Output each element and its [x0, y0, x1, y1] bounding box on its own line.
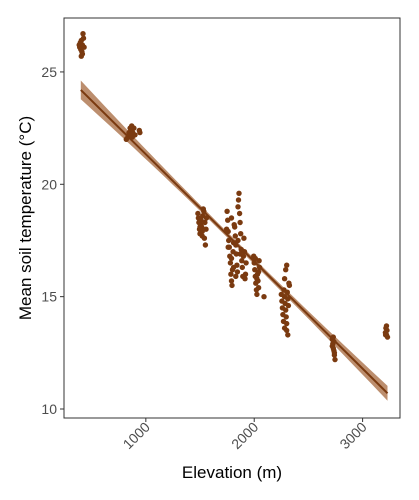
data-point: [241, 249, 248, 255]
data-point: [241, 235, 247, 241]
data-point: [331, 338, 337, 345]
data-point: [285, 302, 292, 309]
data-point: [242, 271, 249, 277]
data-point: [242, 276, 248, 282]
data-point: [233, 251, 239, 257]
data-point: [237, 219, 243, 226]
data-point: [251, 260, 257, 266]
data-point: [283, 307, 289, 313]
x-tick-label: 3000: [336, 419, 369, 452]
data-point: [235, 197, 242, 203]
data-point: [283, 314, 289, 320]
data-point: [284, 262, 290, 268]
data-point: [79, 51, 86, 57]
x-tick-label: 1000: [120, 419, 153, 452]
data-point: [132, 132, 138, 138]
y-tick-label: 15: [41, 289, 57, 305]
x-axis-ticks: 1000 2000 3000: [120, 418, 370, 452]
data-point: [230, 264, 237, 271]
data-point: [226, 237, 232, 244]
data-point: [382, 332, 389, 338]
data-point: [199, 233, 205, 239]
data-point: [203, 226, 209, 232]
data-point: [284, 289, 290, 295]
data-point: [255, 269, 262, 275]
y-tick-label: 25: [41, 64, 57, 80]
data-point: [232, 224, 238, 230]
data-point: [81, 44, 87, 50]
data-point: [331, 350, 338, 356]
y-axis-title: Mean soil temperature (°C): [16, 116, 35, 320]
data-point: [237, 251, 243, 257]
data-point: [252, 255, 258, 262]
data-point: [228, 271, 234, 277]
data-point: [255, 285, 262, 291]
data-point: [203, 215, 210, 221]
data-point: [228, 255, 235, 262]
data-point: [131, 125, 137, 131]
data-point: [201, 208, 207, 214]
data-point: [233, 242, 239, 248]
data-point: [234, 269, 241, 275]
data-point: [137, 129, 143, 136]
data-point: [232, 233, 238, 239]
data-point: [202, 242, 209, 248]
data-point: [235, 204, 241, 210]
data-point: [224, 208, 230, 214]
data-point: [80, 35, 87, 41]
data-point: [329, 343, 335, 349]
data-point: [228, 278, 235, 284]
data-point: [197, 224, 203, 230]
data-point: [235, 237, 241, 244]
data-point: [239, 258, 245, 264]
data-point: [383, 323, 390, 329]
data-point: [238, 231, 244, 237]
data-point: [239, 264, 245, 271]
data-point: [284, 320, 290, 327]
data-point: [254, 291, 260, 298]
data-point: [283, 267, 289, 273]
data-points: [76, 31, 391, 363]
data-point: [195, 210, 201, 217]
data-point: [285, 332, 291, 338]
data-point: [254, 276, 260, 282]
data-point: [243, 260, 249, 266]
data-point: [227, 260, 234, 266]
data-point: [281, 325, 288, 331]
data-point: [80, 31, 86, 37]
data-point: [332, 356, 338, 363]
data-point: [229, 282, 235, 289]
data-point: [256, 264, 263, 271]
y-axis-ticks: 10 15 20 25: [41, 64, 64, 417]
data-point: [236, 190, 242, 196]
data-point: [233, 273, 239, 280]
x-axis-title: Elevation (m): [182, 463, 282, 482]
data-point: [202, 219, 208, 226]
data-point: [261, 294, 267, 300]
data-point: [281, 276, 288, 282]
data-point: [286, 282, 293, 289]
data-point: [384, 327, 390, 334]
y-tick-label: 10: [41, 401, 57, 417]
data-point: [236, 210, 243, 217]
data-point: [228, 215, 235, 221]
data-point: [225, 228, 231, 235]
y-tick-label: 20: [41, 176, 57, 192]
data-point: [225, 244, 231, 250]
data-point: [330, 334, 336, 340]
data-point: [285, 296, 291, 302]
x-tick-label: 2000: [228, 419, 261, 452]
